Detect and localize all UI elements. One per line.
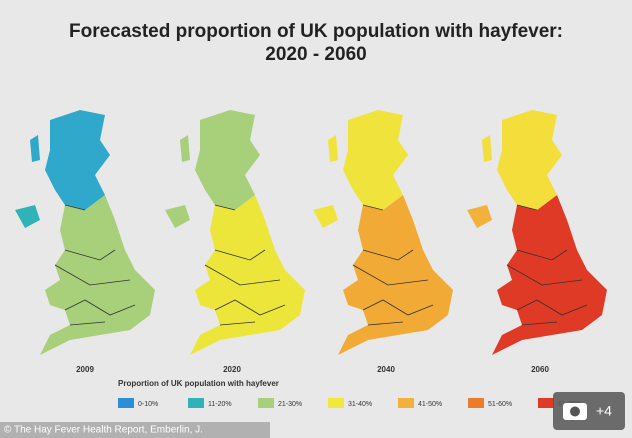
map-label: 2040 <box>377 365 395 374</box>
legend-swatch <box>258 398 274 408</box>
map-label: 2009 <box>76 365 94 374</box>
legend-label: 51-60% <box>488 401 512 408</box>
camera-lens <box>570 406 580 417</box>
legend-swatch <box>328 398 344 408</box>
legend-swatch <box>398 398 414 408</box>
legend-label: 21-30% <box>278 401 302 408</box>
map-2060 <box>467 110 607 355</box>
legend-swatch <box>118 398 134 408</box>
caption-bg <box>0 422 270 438</box>
legend-label: 31-40% <box>348 401 372 408</box>
caption: © The Hay Fever Health Report, Emberlin,… <box>4 425 203 436</box>
map-2040 <box>313 110 453 355</box>
map-2020 <box>165 110 305 355</box>
title-line-1: Forecasted proportion of UK population w… <box>69 21 563 42</box>
map-2009 <box>15 110 155 355</box>
photo-button[interactable]: +4 <box>553 392 625 430</box>
map-label: 2020 <box>223 365 241 374</box>
map-label: 2060 <box>531 365 549 374</box>
title-line-2: 2020 - 2060 <box>265 44 366 65</box>
legend-label: 0-10% <box>138 401 158 408</box>
legend-swatch <box>188 398 204 408</box>
legend-swatch <box>538 398 554 408</box>
photo-count[interactable]: +4 <box>596 403 612 419</box>
legend: 0-10%11-20%21-30%31-40%41-50%51-60%61-70… <box>118 398 582 408</box>
legend-swatch <box>468 398 484 408</box>
legend-title: Proportion of UK population with hayfeve… <box>118 379 279 388</box>
photo-button-bg[interactable] <box>553 392 625 430</box>
legend-label: 11-20% <box>208 401 232 408</box>
legend-label: 41-50% <box>418 401 442 408</box>
